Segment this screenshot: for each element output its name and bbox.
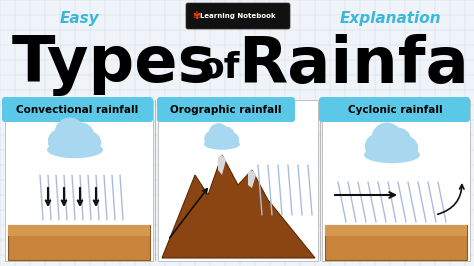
Text: of: of [200,51,240,85]
Polygon shape [162,155,315,258]
Circle shape [396,137,417,159]
Ellipse shape [47,142,103,158]
Bar [325,225,467,235]
Text: Orographic rainfall: Orographic rainfall [170,105,282,115]
Polygon shape [248,170,256,188]
Circle shape [69,123,93,148]
Bar [8,225,150,260]
Circle shape [381,137,403,160]
Bar [322,100,470,261]
Circle shape [64,132,86,155]
Circle shape [79,132,100,153]
Circle shape [205,131,220,147]
Circle shape [213,129,227,143]
Ellipse shape [204,139,240,150]
Circle shape [49,130,72,153]
Bar [158,100,318,261]
Circle shape [64,132,86,155]
Circle shape [386,128,410,153]
Bar [5,100,153,261]
Text: Cyclonic rainfall: Cyclonic rainfall [348,105,442,115]
Circle shape [386,128,410,153]
Circle shape [225,133,238,147]
Text: ✾: ✾ [192,11,200,21]
Circle shape [79,132,100,153]
Circle shape [69,123,93,148]
Text: Easy: Easy [60,10,100,26]
Circle shape [218,127,234,143]
Text: Rainfall: Rainfall [238,34,474,96]
Circle shape [49,130,72,153]
Circle shape [373,123,401,153]
Circle shape [381,137,403,160]
Circle shape [365,135,389,158]
Circle shape [379,132,400,153]
Circle shape [396,137,417,159]
Circle shape [215,133,229,147]
Text: Learning Notebook: Learning Notebook [200,13,276,19]
Circle shape [215,133,229,147]
Text: Types: Types [12,34,217,96]
Bar [325,225,467,260]
Circle shape [225,133,238,147]
FancyBboxPatch shape [319,97,470,122]
Circle shape [373,123,401,153]
FancyBboxPatch shape [186,3,290,29]
Circle shape [365,135,389,158]
Polygon shape [218,155,226,175]
Text: Convectional rainfall: Convectional rainfall [16,105,138,115]
Circle shape [205,131,220,147]
Ellipse shape [364,146,420,163]
Circle shape [55,118,84,148]
FancyBboxPatch shape [157,97,295,122]
Text: Explanation: Explanation [339,10,441,26]
Circle shape [218,127,234,143]
Circle shape [62,127,83,148]
Circle shape [210,124,228,143]
Circle shape [55,118,84,148]
FancyBboxPatch shape [2,97,153,122]
Circle shape [210,124,228,143]
Bar [8,225,150,235]
